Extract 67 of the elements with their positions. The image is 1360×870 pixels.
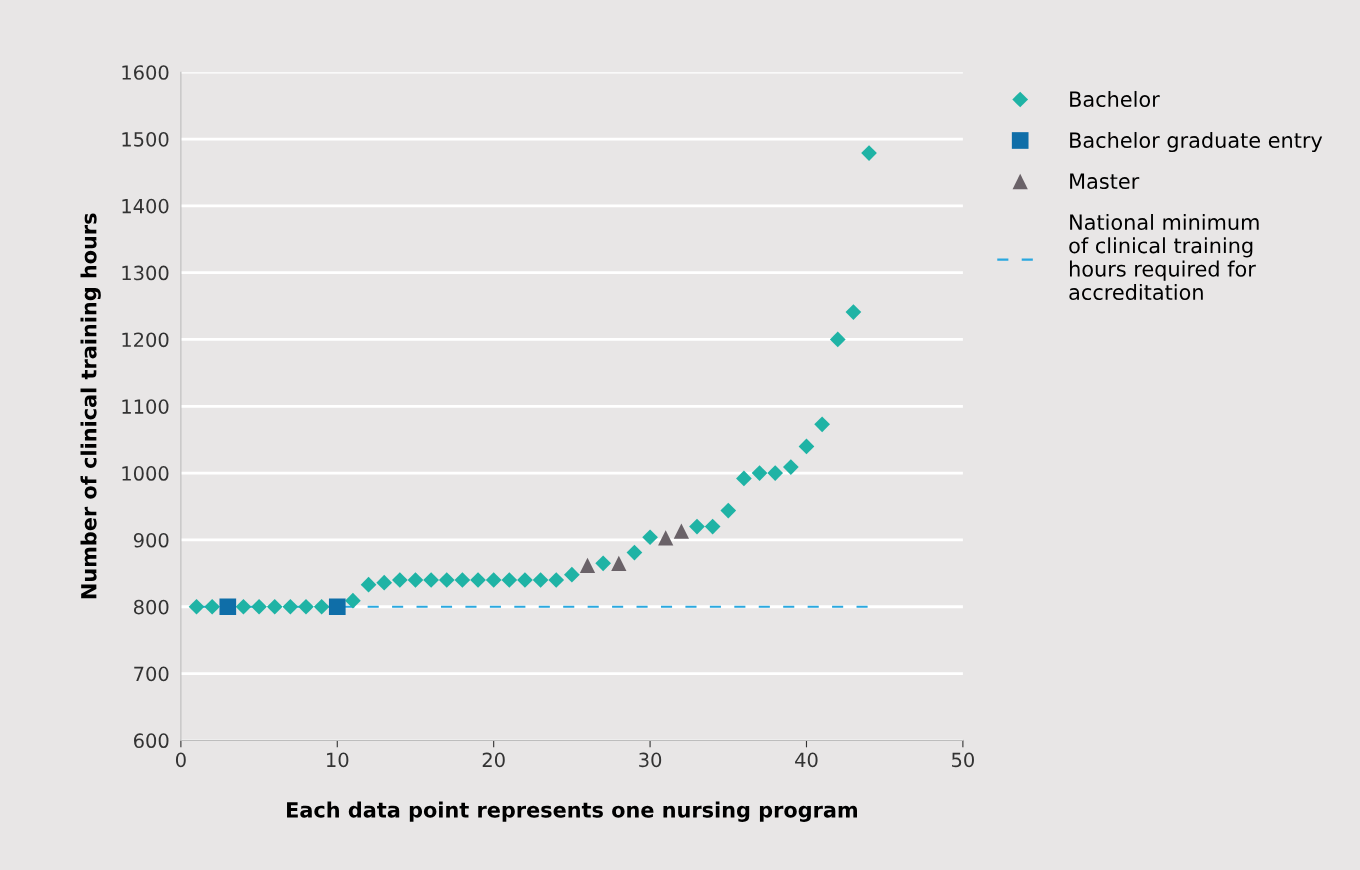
y-tick-label: 1300 bbox=[122, 265, 169, 281]
point bbox=[360, 576, 377, 593]
point bbox=[782, 459, 799, 475]
y-tick-label: 1100 bbox=[122, 399, 169, 414]
point bbox=[532, 572, 549, 588]
x-axis-title: Each data point represents one nursing program bbox=[287, 801, 857, 822]
x-tick-label: 10 bbox=[327, 752, 349, 768]
point bbox=[658, 530, 674, 546]
point bbox=[328, 598, 346, 616]
y-tick-label: 1600 bbox=[122, 65, 169, 80]
point bbox=[470, 572, 486, 588]
point bbox=[219, 598, 237, 616]
point bbox=[204, 598, 221, 615]
point bbox=[689, 518, 705, 535]
point bbox=[438, 572, 455, 588]
point bbox=[391, 572, 408, 588]
point bbox=[376, 574, 393, 591]
point bbox=[720, 502, 737, 519]
point bbox=[626, 544, 643, 561]
point bbox=[673, 523, 689, 539]
y-tick-label: 1500 bbox=[122, 131, 169, 147]
point bbox=[564, 566, 580, 583]
legend-label: National minimum of clinical training hours required for accreditation bbox=[1069, 213, 1259, 301]
point bbox=[595, 555, 612, 572]
y-tick-label: 900 bbox=[133, 532, 169, 548]
legend-label: Bachelor graduate entry bbox=[1070, 131, 1323, 153]
point bbox=[423, 572, 439, 588]
point bbox=[345, 592, 361, 609]
y-axis-title: Number of clinical training hours bbox=[80, 213, 101, 599]
y-tick-label: 800 bbox=[133, 599, 169, 615]
point bbox=[282, 598, 299, 615]
y-tick-label: 1200 bbox=[122, 332, 169, 348]
point bbox=[829, 331, 846, 348]
point bbox=[861, 145, 877, 161]
point bbox=[298, 598, 314, 615]
point bbox=[548, 572, 565, 588]
point bbox=[798, 438, 815, 455]
point bbox=[814, 416, 830, 433]
x-tick-label: 20 bbox=[482, 752, 505, 768]
legend-label: Master bbox=[1070, 173, 1140, 190]
y-tick-label: 600 bbox=[134, 733, 169, 749]
point bbox=[767, 465, 784, 481]
point bbox=[454, 572, 471, 588]
y-tick-label: 700 bbox=[134, 666, 169, 682]
point bbox=[407, 572, 424, 588]
x-tick-label: 40 bbox=[795, 752, 818, 768]
point bbox=[251, 598, 267, 615]
point bbox=[611, 555, 627, 571]
point bbox=[501, 572, 518, 588]
legend-label: Bachelor bbox=[1070, 90, 1160, 108]
point bbox=[188, 598, 205, 615]
point bbox=[845, 304, 862, 320]
point bbox=[235, 598, 252, 615]
point bbox=[751, 465, 768, 481]
point bbox=[485, 572, 502, 588]
y-tick-label: 1000 bbox=[122, 466, 169, 481]
point bbox=[704, 518, 721, 535]
point bbox=[266, 598, 283, 615]
y-tick-label: 1400 bbox=[122, 198, 169, 214]
x-tick-label: 30 bbox=[639, 752, 662, 768]
point bbox=[517, 572, 533, 588]
x-tick-label: 50 bbox=[952, 752, 974, 768]
point bbox=[736, 470, 752, 487]
point bbox=[642, 529, 658, 546]
point bbox=[313, 598, 330, 615]
x-tick-label: 0 bbox=[175, 752, 186, 768]
point bbox=[579, 557, 596, 573]
